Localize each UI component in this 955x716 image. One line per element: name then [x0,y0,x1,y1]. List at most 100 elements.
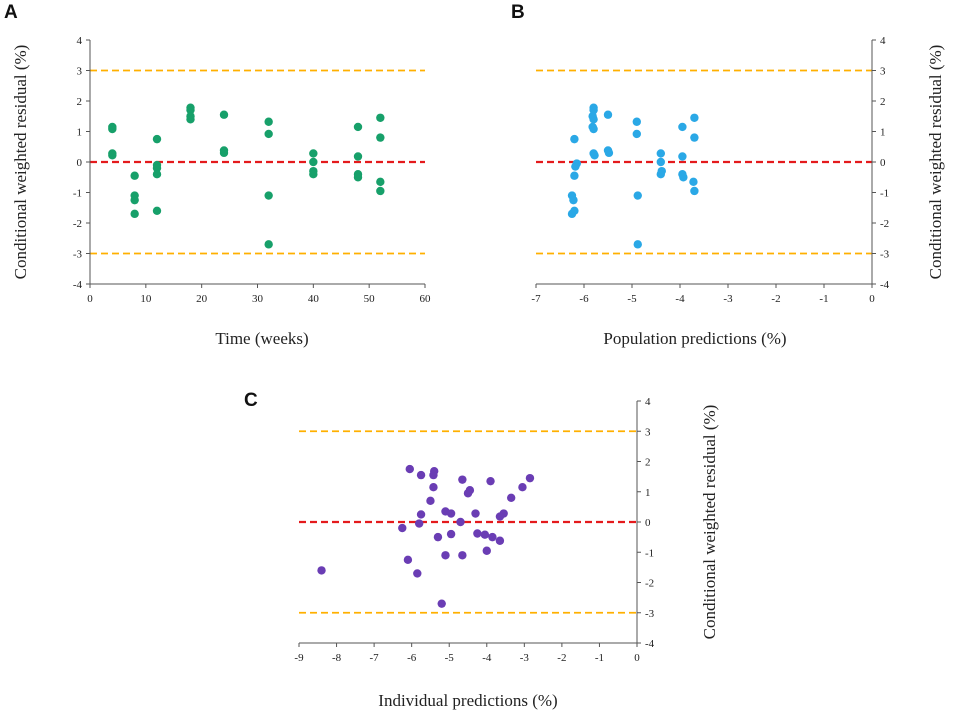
plot-a-point [186,105,195,115]
plot-b-xtick-label: -3 [723,293,733,305]
plot-c-xtick-label: -1 [595,652,604,664]
plot-c-xtick-label: -9 [294,652,304,664]
plot-c-ytick-label: 4 [645,396,651,408]
plot-b-ytick-label: -3 [880,249,890,261]
plot-c-point [486,476,495,486]
plot-a-point [264,117,273,126]
plot-a-xtick-label: 20 [196,293,208,305]
plot-a-xtick-label: 10 [140,293,152,305]
plot-b-ytick-label: 2 [880,96,886,108]
panel-label-c: C [244,390,258,411]
plot-b-point [570,206,579,215]
plot-c-ytick-label: 2 [645,457,651,469]
plot-a-point [376,133,385,142]
plot-a-xlabel: Time (weeks) [215,329,308,348]
plot-c: -9 -8 -7 -6 -5 -4 -3 -2 -1 0 -4 -3 -2 -1 0 1 2 3 4 [294,396,654,664]
plot-a-point [130,209,139,219]
plot-b-ytick-label: 0 [880,157,886,169]
plot-b-xlabel: Population predictions (%) [603,329,786,348]
plot-a-point [376,186,385,196]
plot-b-point [690,113,699,122]
plot-b-point [589,124,598,134]
plot-b-point [656,157,665,167]
plot-a-point [152,206,162,215]
plot-c-ytick-label: -4 [645,638,655,650]
plot-c-ytick-label: -1 [645,547,654,559]
plot-a-point [152,170,162,179]
plot-b-point [656,170,665,179]
plot-b-ytick-label: -1 [880,188,889,200]
plot-b-ytick-label: -2 [880,218,889,230]
plot-b-ytick-label: 4 [880,35,886,47]
plot-a-xtick-label: 50 [364,293,376,305]
plot-b-point [570,134,579,144]
plot-a-point [264,240,273,249]
panel-label-a: A [4,2,18,23]
plot-c-point [403,555,413,565]
plot-c-xtick-label: -4 [482,652,492,664]
plot-c-ytick-label: 1 [645,487,651,499]
plot-b-xtick-label: -7 [531,293,541,305]
plot-a-point [186,115,195,124]
plot-b-point [589,115,598,124]
plot-a: 0 10 20 30 40 50 60 -4 -3 -2 -1 0 1 2 3 4 [73,35,431,305]
plot-a-point [353,173,363,182]
plot-b-point [569,195,578,205]
plot-c-ytick-label: 0 [645,517,651,529]
plot-a-point [130,171,139,180]
plot-b-point [679,173,688,182]
plot-c-point [480,530,490,539]
plot-b-xtick-label: -6 [579,293,589,305]
plot-b-point [632,117,641,126]
plot-b-xtick-label: -4 [675,293,685,305]
plot-a-point [353,122,363,132]
plot-c-xlabel: Individual predictions (%) [378,691,557,710]
plot-c-point [446,509,456,518]
plot-b-point [633,191,642,200]
plot-b: -7 -6 -5 -4 -3 -2 -1 0 -4 -3 -2 -1 0 1 2 3 4 [531,35,889,305]
plot-c-xtick-label: 0 [634,652,640,664]
plot-c-xtick-label: -6 [407,652,417,664]
plot-c-point [471,509,480,518]
plot-a-ytick-label: -4 [73,279,83,291]
plot-c-ytick-label: 3 [645,426,651,438]
plot-c-point [317,566,326,575]
plot-b-point [690,133,699,142]
plot-c-point [416,510,426,519]
plot-c-xtick-label: -7 [370,652,380,664]
plot-a-point [353,152,363,161]
plot-b-point [632,129,641,139]
plot-b-xtick-label: -2 [771,293,780,305]
plot-a-point [108,124,117,134]
plot-a-point [152,163,162,173]
plot-c-point [429,483,438,492]
plot-a-point [219,148,229,158]
plot-c-point [414,519,424,528]
plot-b-point [633,240,642,249]
plot-a-xtick-label: 0 [87,293,93,305]
plot-a-point [309,157,318,167]
plot-a-ytick-label: 3 [77,66,83,78]
plot-b-point [678,152,687,161]
plot-b-ytick-label: -4 [880,279,890,291]
plot-c-point [482,546,491,555]
plot-b-point [570,171,579,180]
plot-b-xtick-label: -5 [627,293,637,305]
plot-b-point [690,186,699,196]
plot-a-point [376,177,385,187]
plot-c-point [416,470,426,480]
plot-a-ytick-label: 4 [77,35,83,47]
plot-c-point [433,532,443,542]
plot-c-point [429,470,438,480]
plot-c-xtick-label: -5 [445,652,455,664]
plot-c-point [525,473,535,483]
plot-b-ylabel: Conditional weighted residual (%) [926,45,945,280]
plot-a-ytick-label: 1 [77,127,83,139]
plot-b-point [604,148,614,158]
plot-a-xtick-label: 30 [252,293,264,305]
plot-c-xtick-label: -3 [520,652,530,664]
plot-a-ylabel: Conditional weighted residual (%) [11,45,30,280]
plot-c-point [437,599,446,608]
plot-b-point [571,162,580,171]
panel-label-b: B [511,2,525,23]
